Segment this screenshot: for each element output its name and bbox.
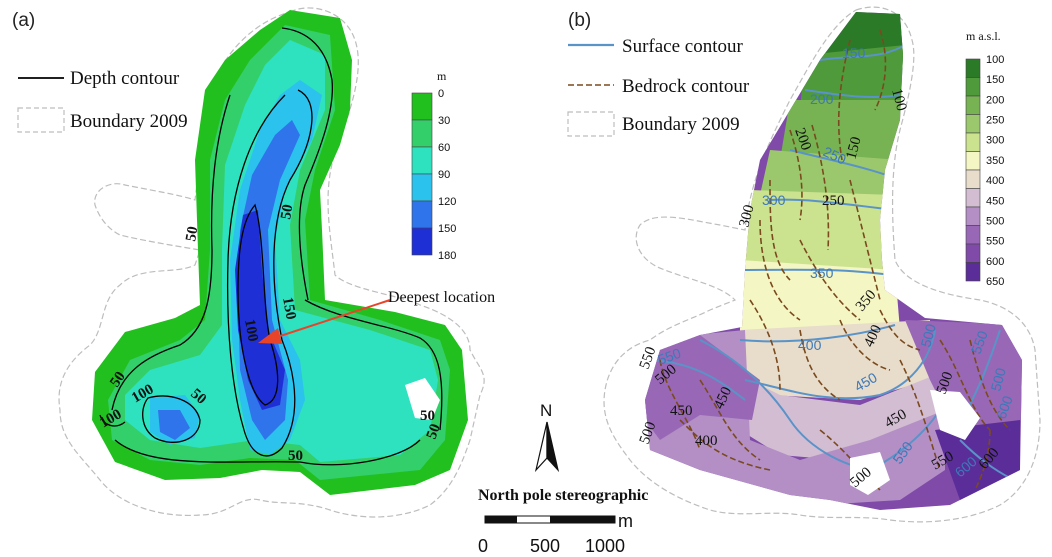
bedrock-label: 450	[670, 403, 693, 419]
legend-boundary-label-b: Boundary 2009	[622, 114, 740, 135]
bedrock-label: 500	[637, 420, 660, 447]
legend-boundary-swatch-b	[567, 111, 615, 137]
colorbar-a-tick-label: 0	[438, 88, 444, 100]
colorbar-a-tick-label: 120	[438, 196, 456, 208]
scale-tick-500: 500	[530, 536, 560, 556]
deepest-arrow	[267, 299, 391, 341]
surface-label: 300	[762, 192, 786, 208]
surface-label: 600	[993, 393, 1016, 421]
colorbar-a-tick-label: 30	[438, 115, 450, 127]
panel-b-label: (b)	[568, 10, 591, 31]
deepest-arrow-head	[258, 328, 282, 344]
colorbar-a-tick-label: 60	[438, 142, 450, 154]
colorbar-a-tick-label: 180	[438, 250, 456, 262]
surface-label: 200	[810, 91, 834, 107]
surface-label: 350	[810, 265, 834, 281]
colorbar-a-swatch	[411, 173, 433, 202]
colorbar-b-tick-label: 600	[986, 256, 1004, 268]
colorbar-a: 0 30 60 90 120 150 180	[411, 88, 456, 262]
surface-label: 400	[798, 337, 822, 353]
colorbar-b-swatch	[965, 225, 981, 245]
bedrock-label: 400	[695, 433, 718, 449]
colorbar-b-tick-label: 400	[986, 175, 1004, 187]
north-label: N	[540, 401, 552, 420]
colorbar-b-tick-label: 500	[986, 215, 1004, 227]
colorbar-a-tick-label: 150	[438, 223, 456, 235]
scale-bar	[484, 515, 616, 524]
colorbar-a-swatch	[411, 200, 433, 229]
colorbar-b-swatch	[965, 262, 981, 282]
colorbar-b-swatch	[965, 77, 981, 97]
colorbar-a-swatch	[411, 92, 433, 121]
depth-label: 150	[279, 296, 299, 321]
colorbar-b-tick-label: 150	[986, 74, 1004, 86]
depth-label: 50	[420, 408, 435, 424]
depth-label: 100	[241, 318, 261, 343]
colorbar-a-swatch	[411, 227, 433, 256]
colorbar-a-unit: m	[437, 69, 447, 83]
scale-unit: m	[618, 511, 633, 531]
colorbar-b-swatch	[965, 95, 981, 115]
colorbar-b-tick-label: 650	[986, 276, 1004, 288]
colorbar-b-swatch	[965, 206, 981, 226]
bedrock-label: 300	[736, 203, 757, 229]
scale-tick-1000: 1000	[585, 536, 625, 556]
boundary-2009-a	[58, 7, 485, 518]
scale-tick-0: 0	[478, 536, 488, 556]
depth-label: 50	[183, 225, 201, 243]
legend-boundary-swatch-a	[17, 107, 65, 133]
panel-a-label: (a)	[12, 10, 35, 31]
colorbar-a-tick-label: 90	[438, 169, 450, 181]
colorbar-b-swatch	[965, 132, 981, 152]
colorbar-b-swatch	[965, 151, 981, 171]
surface-label: 500	[917, 322, 939, 349]
colorbar-b-tick-label: 300	[986, 135, 1004, 147]
bedrock-label: 550	[637, 345, 660, 372]
colorbar-b-swatch	[965, 243, 981, 263]
bedrock-label: 200	[791, 126, 814, 153]
notch-a	[405, 378, 440, 420]
legend-depth-contour-label: Depth contour	[70, 68, 180, 89]
colorbar-b-swatch	[965, 58, 981, 78]
north-arrow-icon	[534, 421, 560, 473]
surface-label: 150	[842, 45, 866, 61]
colorbar-a-swatch	[411, 119, 433, 148]
bedrock-label: 250	[822, 193, 845, 209]
legend-boundary-label-a: Boundary 2009	[70, 111, 188, 132]
depth-label: 50	[288, 448, 303, 464]
colorbar-b-tick-label: 450	[986, 195, 1004, 207]
notch-b2	[850, 452, 890, 495]
notch-b	[930, 390, 980, 440]
legend-bedrock-contour-label: Bedrock contour	[622, 76, 750, 97]
depth-label: 50	[278, 203, 296, 221]
colorbar-b-unit: m a.s.l.	[966, 29, 1001, 43]
projection-label: North pole stereographic	[478, 487, 648, 504]
colorbar-b: 100 150 200 250 300 350 400 450 500 550 600 650	[965, 54, 1004, 288]
colorbar-b-tick-label: 250	[986, 115, 1004, 127]
bedrock-label: 150	[843, 135, 864, 161]
legend-surface-contour-label: Surface contour	[622, 36, 743, 57]
surface-label: 500	[987, 366, 1009, 393]
colorbar-b-swatch	[965, 114, 981, 134]
colorbar-b-swatch	[965, 188, 981, 208]
bedrock-label: 500	[934, 370, 957, 397]
colorbar-b-tick-label: 350	[986, 155, 1004, 167]
colorbar-b-tick-label: 100	[986, 54, 1004, 66]
colorbar-b-swatch	[965, 169, 981, 189]
colorbar-b-tick-label: 200	[986, 94, 1004, 106]
surface-label: 550	[968, 328, 991, 356]
surface-label: 550	[656, 345, 684, 368]
bedrock-label: 100	[888, 87, 909, 113]
deepest-location-label: Deepest location	[388, 289, 495, 306]
colorbar-a-swatch	[411, 146, 433, 175]
depth-label: 50	[424, 422, 444, 442]
colorbar-b-tick-label: 550	[986, 236, 1004, 248]
